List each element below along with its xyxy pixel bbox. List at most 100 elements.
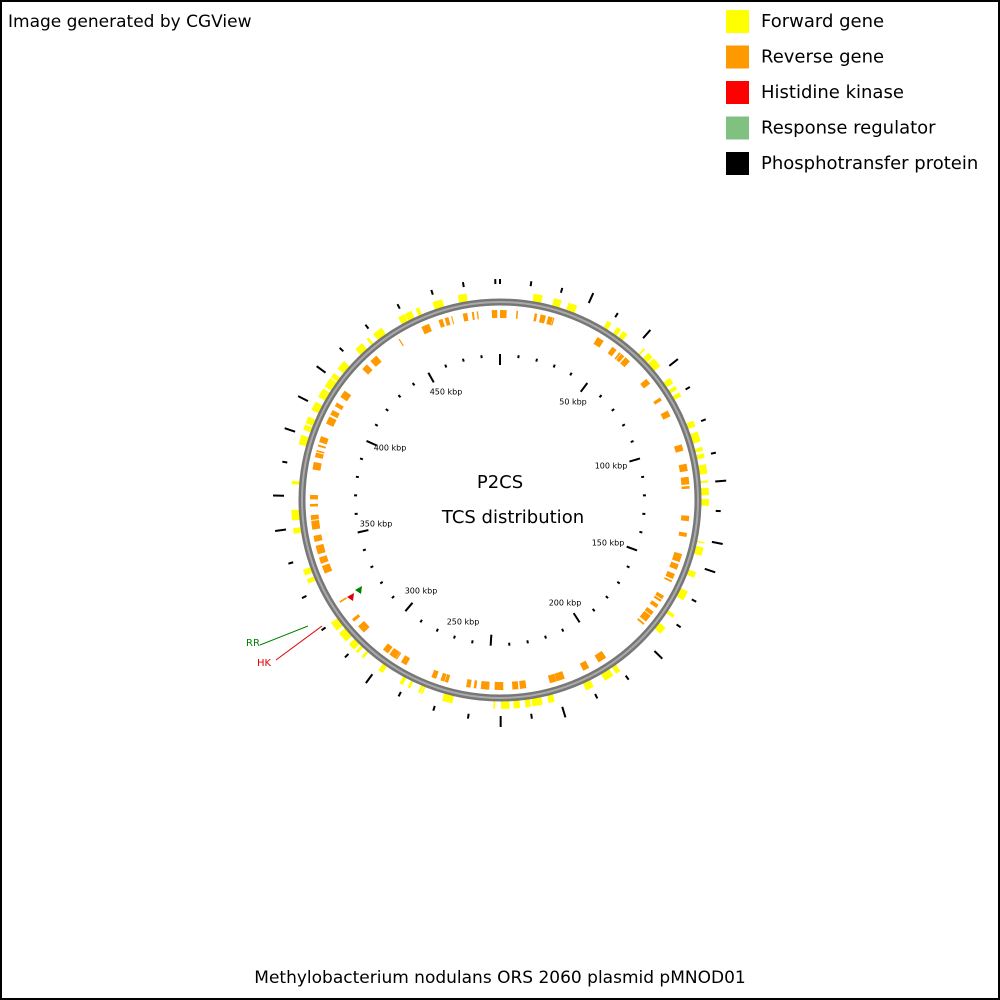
forward-gene <box>686 569 697 578</box>
reverse-gene <box>614 352 621 360</box>
hk-label: HK <box>257 658 272 669</box>
outer-tick <box>301 594 307 599</box>
reverse-gene <box>382 643 393 654</box>
tick-label: 250 kbp <box>447 618 480 627</box>
reverse-gene <box>607 346 617 357</box>
inner-tick <box>471 640 474 644</box>
reverse-gene <box>421 323 432 335</box>
reverse-gene <box>639 610 651 622</box>
forward-gene <box>303 567 313 576</box>
outer-tick <box>365 673 374 684</box>
reverse-gene <box>339 597 347 603</box>
outer-tick <box>288 561 294 565</box>
inner-tick <box>611 408 615 412</box>
forward-gene <box>676 587 688 601</box>
inner-tick <box>435 628 439 632</box>
forward-gene <box>663 377 674 388</box>
tick-label: 150 kbp <box>592 539 625 548</box>
forward-gene <box>531 696 543 707</box>
forward-gene <box>291 509 300 521</box>
outer-tick <box>344 653 350 659</box>
forward-gene <box>355 645 364 654</box>
inner-tick <box>626 545 638 552</box>
inner-tick <box>370 565 374 569</box>
reverse-gene <box>311 520 321 530</box>
forward-gene <box>404 310 415 322</box>
forward-gene <box>305 416 316 426</box>
forward-gene <box>638 348 646 356</box>
reverse-gene <box>664 577 673 583</box>
legend-label: Reverse gene <box>761 47 884 68</box>
tick-label: 300 kbp <box>405 587 438 596</box>
inner-tick <box>385 408 389 412</box>
reverse-gene <box>440 672 447 682</box>
inner-tick <box>621 423 626 427</box>
forward-gene <box>373 327 387 341</box>
outer-tick <box>529 281 533 287</box>
forward-gene <box>611 664 621 674</box>
reverse-gene <box>398 338 404 347</box>
forward-gene <box>399 676 407 685</box>
reverse-gene <box>669 561 679 570</box>
outer-tick <box>466 713 470 719</box>
inner-tick <box>461 358 465 362</box>
reverse-gene <box>546 316 553 326</box>
forward-gene <box>407 680 414 689</box>
legend-label: Forward gene <box>761 11 884 32</box>
forward-gene <box>348 638 360 650</box>
outer-tick <box>642 329 652 339</box>
outer-tick <box>559 287 564 294</box>
forward-gene <box>355 343 368 356</box>
reverse-gene <box>312 461 322 471</box>
credit: Image generated by CGView <box>8 12 252 32</box>
outer-tick <box>561 706 567 718</box>
reverse-gene <box>462 312 469 322</box>
outer-tick <box>668 358 679 367</box>
forward-gene <box>337 360 350 374</box>
forward-gene <box>398 314 409 325</box>
forward-gene <box>689 431 701 444</box>
reverse-gene <box>352 614 361 622</box>
inner-tick <box>598 394 603 398</box>
inner-tick <box>489 634 493 646</box>
outer-tick <box>364 324 370 330</box>
legend-label: Histidine kinase <box>761 82 904 103</box>
inner-tick <box>391 595 395 599</box>
reverse-gene <box>660 410 671 420</box>
inner-tick <box>526 640 529 644</box>
forward-gene <box>647 358 661 372</box>
reverse-gene <box>665 570 675 580</box>
forward-gene <box>338 628 353 642</box>
tick-label: 50 kbp <box>559 398 587 407</box>
outer-tick <box>461 281 465 288</box>
inner-tick <box>427 372 435 383</box>
outer-tick <box>691 598 697 603</box>
reverse-gene <box>321 563 333 574</box>
forward-gene <box>672 392 682 401</box>
outer-tick <box>587 292 595 304</box>
tick-label: 350 kbp <box>360 520 393 529</box>
reverse-gene <box>330 409 340 419</box>
forward-gene <box>642 352 653 363</box>
reverse-gene <box>637 618 645 625</box>
inner-tick <box>630 439 634 444</box>
reverse-gene <box>400 655 411 666</box>
forward-gene <box>603 320 612 331</box>
reverse-gene <box>678 463 688 473</box>
forward-gene <box>361 650 369 659</box>
tick-label: 400 kbp <box>374 444 407 453</box>
forward-gene <box>415 307 423 317</box>
inner-tick <box>544 635 547 639</box>
outer-tick <box>676 623 682 629</box>
rr-label: RR <box>246 638 260 649</box>
outer-tick <box>711 540 723 545</box>
reverse-gene <box>673 444 684 453</box>
inner-tick <box>453 635 456 639</box>
outer-tick <box>530 713 533 719</box>
forward-gene <box>654 622 666 634</box>
features <box>273 279 727 728</box>
reverse-gene <box>644 607 654 616</box>
reverse-gene <box>315 543 326 555</box>
forward-gene <box>546 693 555 704</box>
